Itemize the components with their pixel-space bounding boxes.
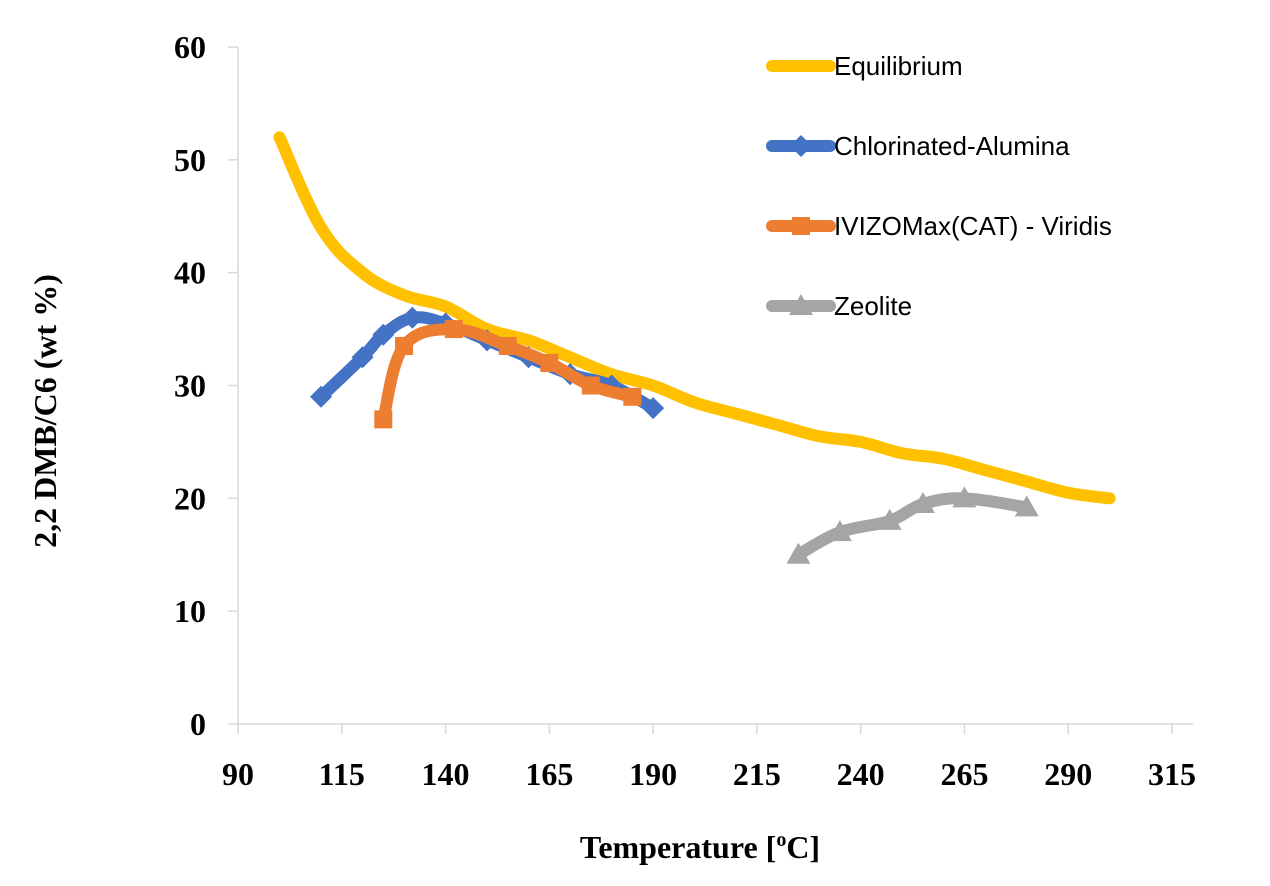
y-tick-label: 10 [174,593,206,629]
y-tick-label: 20 [174,480,206,516]
y-tick-label: 0 [190,706,206,742]
x-axis-title-tail: C] [786,829,820,865]
data-point-ivizomax-cat-viridis [581,376,600,395]
y-tick-label: 50 [174,142,206,178]
legend-label: IVIZOMax(CAT) - Viridis [834,211,1112,241]
x-tick-label: 215 [733,756,781,792]
x-tick-label: 290 [1044,756,1092,792]
x-axis-title-superscript: o [776,829,786,851]
legend-item-ivizomax-cat-viridis: IVIZOMax(CAT) - Viridis [766,211,1112,241]
y-axis-title: 2,2 DMB/C6 (wt %) [27,274,63,548]
legend-marker [792,217,810,235]
series-equilibrium [273,131,1116,505]
data-point-ivizomax-cat-viridis [395,337,414,356]
x-axis-title-main: Temperature [ [580,829,776,865]
x-axis-title: Temperature [oC] [580,829,820,865]
data-point-chlorinated-alumina [401,306,424,329]
data-point-chlorinated-alumina [310,385,333,408]
y-tick-label: 30 [174,368,206,404]
x-tick-label: 115 [319,756,365,792]
data-point-ivizomax-cat-viridis [623,387,642,406]
data-point-zeolite [827,520,852,542]
series-line-equilibrium [273,131,1116,505]
data-point-chlorinated-alumina [351,346,374,369]
data-point-zeolite [1014,495,1039,517]
y-tick-label: 60 [174,29,206,65]
series-line-zeolite [792,492,1033,561]
x-tick-label: 265 [940,756,988,792]
data-point-zeolite [877,508,902,530]
legend-marker [790,135,812,157]
legend-item-zeolite: Zeolite [766,291,912,321]
legend-label: Equilibrium [834,51,963,81]
legend-marker [789,294,813,315]
data-point-ivizomax-cat-viridis [498,337,517,356]
x-tick-label: 190 [629,756,677,792]
x-tick-label: 165 [525,756,573,792]
x-tick-label: 315 [1148,756,1196,792]
x-tick-label: 90 [222,756,254,792]
series-ivizomax-cat-viridis [374,320,642,429]
x-tick-labels: 90 115 140 165 190 215 240 265 290 315 [222,724,1196,792]
data-point-zeolite [910,491,935,513]
data-point-zeolite [952,486,977,508]
series-zeolite [786,486,1039,564]
data-point-ivizomax-cat-viridis [540,353,559,372]
data-point-chlorinated-alumina [372,323,395,346]
legend: Equilibrium Chlorinated-Alumina IVIZOMax(C… [766,51,1112,321]
legend-item-chlorinated-alumina: Chlorinated-Alumina [766,131,1070,161]
data-point-zeolite [786,542,811,564]
x-tick-label: 240 [837,756,885,792]
legend-label: Zeolite [834,291,912,321]
legend-label: Chlorinated-Alumina [834,131,1070,161]
x-tick-label: 140 [422,756,470,792]
y-tick-labels: 0 10 20 30 40 50 60 [174,29,238,742]
data-point-chlorinated-alumina [642,397,665,420]
legend-item-equilibrium: Equilibrium [766,51,963,81]
series-layer [273,131,1116,564]
data-point-ivizomax-cat-viridis [374,410,393,429]
data-point-ivizomax-cat-viridis [444,320,463,339]
y-tick-label: 40 [174,255,206,291]
